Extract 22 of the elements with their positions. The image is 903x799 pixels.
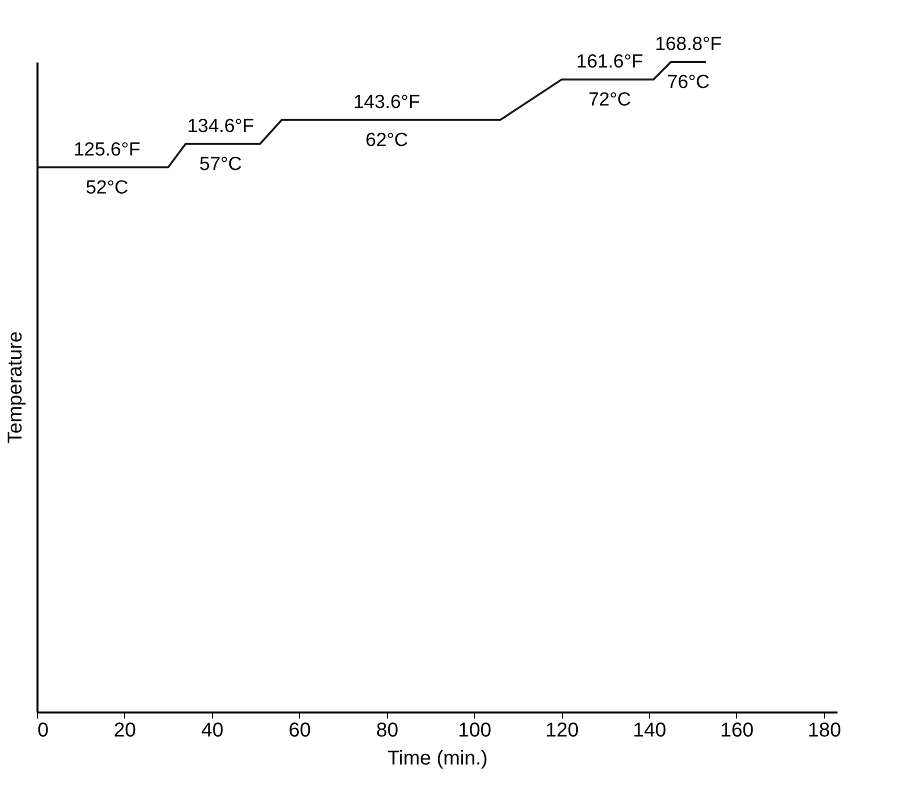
annotation: 62°C (366, 130, 408, 151)
annotation: 125.6°F (74, 139, 140, 160)
x-axis-title: Time (min.) (387, 748, 488, 770)
annotation: 143.6°F (353, 92, 420, 113)
x-tick-label: 120 (545, 720, 579, 742)
x-tick-label: 40 (201, 720, 224, 742)
annotation: 161.6°F (576, 52, 644, 73)
x-tick-label: 60 (288, 720, 311, 742)
annotation: 134.6°F (187, 116, 254, 137)
x-tick-label: 100 (458, 720, 492, 742)
annotation: 52°C (86, 177, 128, 198)
x-tick-label: 140 (632, 720, 666, 742)
annotation: 57°C (199, 154, 242, 175)
annotation: 72°C (588, 90, 631, 111)
x-tick-label: 160 (720, 720, 754, 742)
x-tick-label: 20 (114, 720, 136, 742)
annotation: 76°C (667, 72, 710, 93)
x-tick-label: 0 (38, 720, 49, 742)
y-axis-title: Temperature (4, 331, 26, 444)
x-tick-label: 80 (376, 720, 398, 742)
x-tick-label: 180 (808, 720, 842, 742)
annotation: 168.8°F (654, 34, 722, 55)
